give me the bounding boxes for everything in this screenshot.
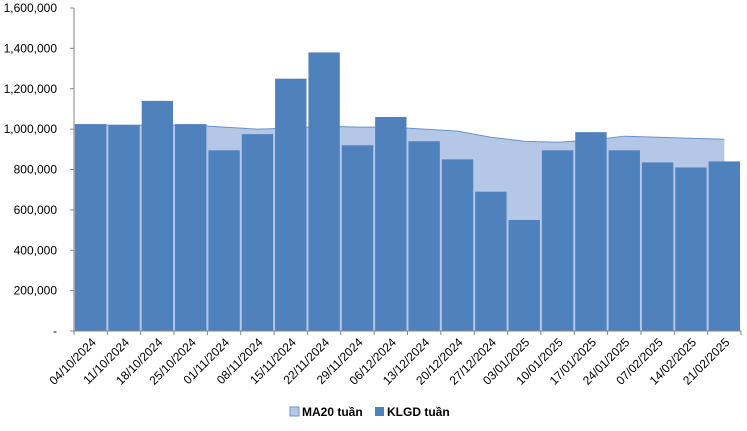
bar-klgd: [175, 124, 207, 331]
y-tick-label: 1,400,000: [4, 41, 58, 55]
y-tick-label: 600,000: [14, 203, 58, 217]
legend-swatch-ma20: [289, 406, 300, 417]
bar-klgd: [375, 117, 407, 331]
y-tick-label: 800,000: [14, 163, 58, 177]
legend-label-ma20: MA20 tuần: [302, 405, 363, 419]
y-tick-label: 400,000: [14, 243, 58, 257]
legend-swatch-klgd: [375, 407, 384, 416]
y-tick-label: 1,200,000: [4, 82, 58, 96]
bar-klgd: [575, 132, 607, 331]
x-tick-labels: 04/10/202411/10/202418/10/202425/10/2024…: [46, 331, 742, 388]
bar-klgd: [108, 125, 140, 332]
bar-klgd: [241, 134, 274, 331]
bar-klgd: [141, 100, 174, 331]
bar-klgd: [341, 145, 374, 331]
bar-klgd: [275, 78, 307, 331]
bar-klgd: [508, 219, 540, 331]
bar-klgd: [608, 150, 640, 331]
bar-layer: [75, 52, 740, 332]
bar-klgd: [675, 167, 707, 331]
bar-klgd: [475, 191, 507, 331]
bar-klgd: [208, 150, 240, 331]
bar-klgd: [308, 52, 340, 331]
bar-klgd: [441, 159, 474, 331]
legend: MA20 tuần KLGD tuần: [289, 405, 450, 419]
bar-klgd: [75, 124, 107, 331]
bar-klgd: [408, 141, 440, 331]
y-tick-labels: - 200,000 400,000 600,000 800,000 1,000,000 1,…: [4, 1, 74, 338]
legend-label-klgd: KLGD tuần: [387, 405, 450, 419]
y-tick-label: 1,600,000: [4, 1, 58, 15]
bar-klgd: [708, 161, 740, 331]
y-tick-label: 1,000,000: [4, 122, 58, 136]
bar-klgd: [541, 150, 574, 331]
bar-klgd: [641, 162, 674, 331]
y-tick-label: -: [53, 324, 57, 338]
y-tick-label: 200,000: [14, 284, 58, 298]
